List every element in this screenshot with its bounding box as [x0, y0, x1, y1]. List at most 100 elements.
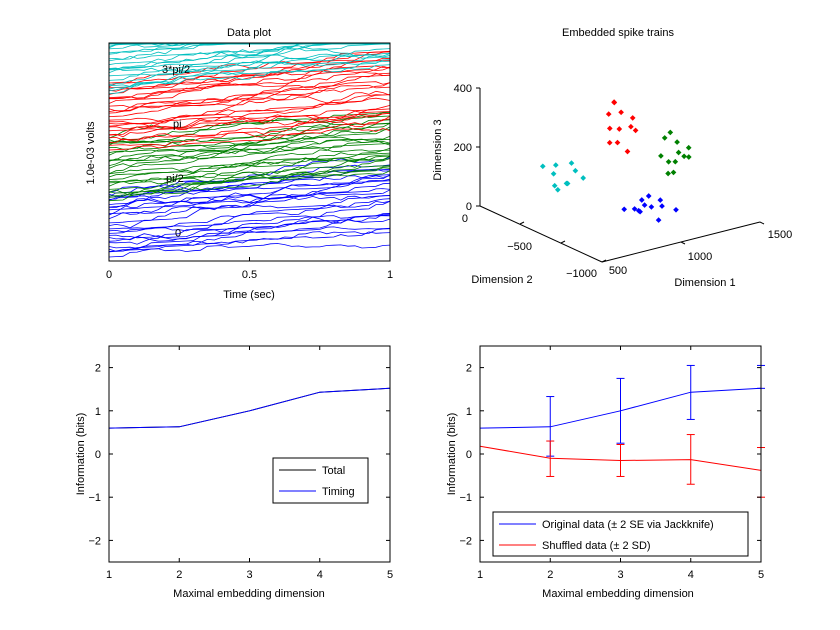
- trace-line: [108, 198, 391, 233]
- trace-line: [108, 188, 391, 205]
- trace-line: [108, 43, 390, 70]
- scatter-point: [667, 129, 674, 136]
- info-total-panel: 1 2 3 4 5 −2 −1 0 1 2 Maximal embedding dimension…: [75, 345, 393, 600]
- scatter-point: [665, 158, 672, 165]
- trace-line: [108, 105, 391, 129]
- info-total-xlabel: Maximal embedding dimension: [173, 588, 325, 600]
- ytick-label: −2: [459, 535, 472, 547]
- scatter-point: [551, 182, 558, 189]
- data-plot-xticks: 0 0.5 1: [106, 43, 393, 281]
- trace-line: [108, 114, 391, 143]
- trace-line: [109, 65, 391, 100]
- trace-line: [108, 127, 391, 151]
- xtick-label: 5: [758, 569, 764, 581]
- trace-line: [108, 189, 391, 215]
- data-plot-xtick-label: 0.5: [242, 269, 257, 281]
- info-compare-plot: [479, 364, 765, 498]
- trace-line: [108, 94, 391, 122]
- data-plot-panel: Data plot 0 pi/2 pi 3*pi/2 0 0.5 1 Time (se…: [85, 27, 393, 301]
- trace-line: [108, 84, 391, 108]
- trace-line: [108, 180, 391, 208]
- scatter-point: [552, 162, 559, 168]
- embedded-zlabel: Dimension 3: [432, 119, 444, 180]
- xtick-label: 2: [547, 569, 553, 581]
- info-total-axes-box: [108, 345, 391, 563]
- scatter-point: [606, 139, 613, 146]
- xtick-label: 1: [106, 569, 112, 581]
- trace-line: [108, 152, 391, 184]
- xtick-label: 2: [176, 569, 182, 581]
- trace-line: [108, 129, 391, 162]
- trace-line: [108, 64, 391, 87]
- scatter-point: [665, 170, 671, 177]
- info-total-ylabel: Information (bits): [75, 413, 87, 496]
- embedded-scatter: [539, 99, 692, 223]
- trace-line: [108, 94, 391, 117]
- trace-line: [108, 53, 391, 77]
- trace-line: [108, 108, 391, 132]
- trace-line: [108, 195, 391, 224]
- trace-line: [108, 146, 391, 169]
- info-total-legend: Total Timing: [272, 457, 369, 504]
- scatter-point: [661, 135, 668, 141]
- ytick-label: 0: [95, 449, 101, 461]
- ytick-label: −2: [88, 535, 101, 547]
- trace-line: [108, 122, 391, 148]
- ytick-label: 1: [466, 406, 472, 418]
- info-total-legend-box: [272, 457, 369, 504]
- info-total-ticks: 1 2 3 4 5 −2 −1 0 1 2: [88, 346, 393, 581]
- trace-line: [108, 155, 391, 198]
- info-compare-ticks: 1 2 3 4 5 −2 −1 0 1 2: [459, 346, 764, 581]
- trace-line: [108, 165, 391, 197]
- trace-line: [108, 90, 391, 127]
- xtick-label: 3: [617, 569, 623, 581]
- scatter-point: [614, 139, 621, 146]
- group-label: pi: [173, 119, 182, 131]
- scatter-point: [659, 203, 665, 209]
- xtick-label: 3: [246, 569, 252, 581]
- trace-line: [108, 168, 391, 193]
- data-plot-title: Data plot: [227, 27, 271, 39]
- series-line: [108, 387, 391, 429]
- scatter-point: [624, 148, 631, 155]
- embedded-title: Embedded spike trains: [562, 27, 674, 39]
- info-compare-panel: 1 2 3 4 5 −2 −1 0 1 2 Maximal embedding dimension…: [446, 345, 765, 600]
- ytick-label: 1: [95, 406, 101, 418]
- trace-line: [108, 65, 391, 104]
- trace-line: [108, 135, 391, 167]
- scatter-point: [568, 160, 575, 166]
- info-compare-legend-box: [492, 511, 749, 557]
- scatter-point: [616, 126, 623, 132]
- scatter-point: [605, 111, 612, 117]
- trace-line: [108, 243, 391, 253]
- trace-line: [108, 55, 391, 72]
- data-plot-group-labels: 0 pi/2 pi 3*pi/2: [162, 64, 190, 240]
- scatter-point: [563, 180, 570, 187]
- trace-line: [108, 115, 391, 141]
- embedded-3d-axes: 400 200 0 0 −500 −1000 500 1000 1500: [454, 83, 793, 280]
- scatter-point: [685, 154, 692, 160]
- embedded-xlabel: Dimension 1: [674, 277, 735, 289]
- embedded-ytick-label: 0: [462, 213, 468, 225]
- trace-line: [108, 136, 391, 162]
- trace-line: [108, 48, 391, 71]
- ytick-label: −1: [459, 492, 472, 504]
- trace-line: [108, 51, 391, 88]
- scatter-point: [550, 170, 557, 177]
- scatter-point: [539, 163, 546, 170]
- embedded-ztick-label: 0: [466, 201, 472, 213]
- trace-line: [108, 154, 391, 175]
- trace-line: [108, 200, 391, 245]
- scatter-point: [641, 202, 648, 208]
- xtick-label: 1: [477, 569, 483, 581]
- embedded-ytick-label: −500: [507, 241, 532, 253]
- scatter-point: [681, 153, 687, 160]
- legend-label-total: Total: [322, 465, 345, 477]
- scatter-point: [572, 167, 579, 174]
- scatter-point: [675, 149, 682, 156]
- info-compare-legend: Original data (± 2 SE via Jackknife) Shu…: [492, 511, 749, 557]
- scatter-point: [628, 123, 634, 130]
- data-plot-xtick-label: 1: [387, 269, 393, 281]
- trace-line: [108, 175, 391, 200]
- xtick-label: 4: [688, 569, 694, 581]
